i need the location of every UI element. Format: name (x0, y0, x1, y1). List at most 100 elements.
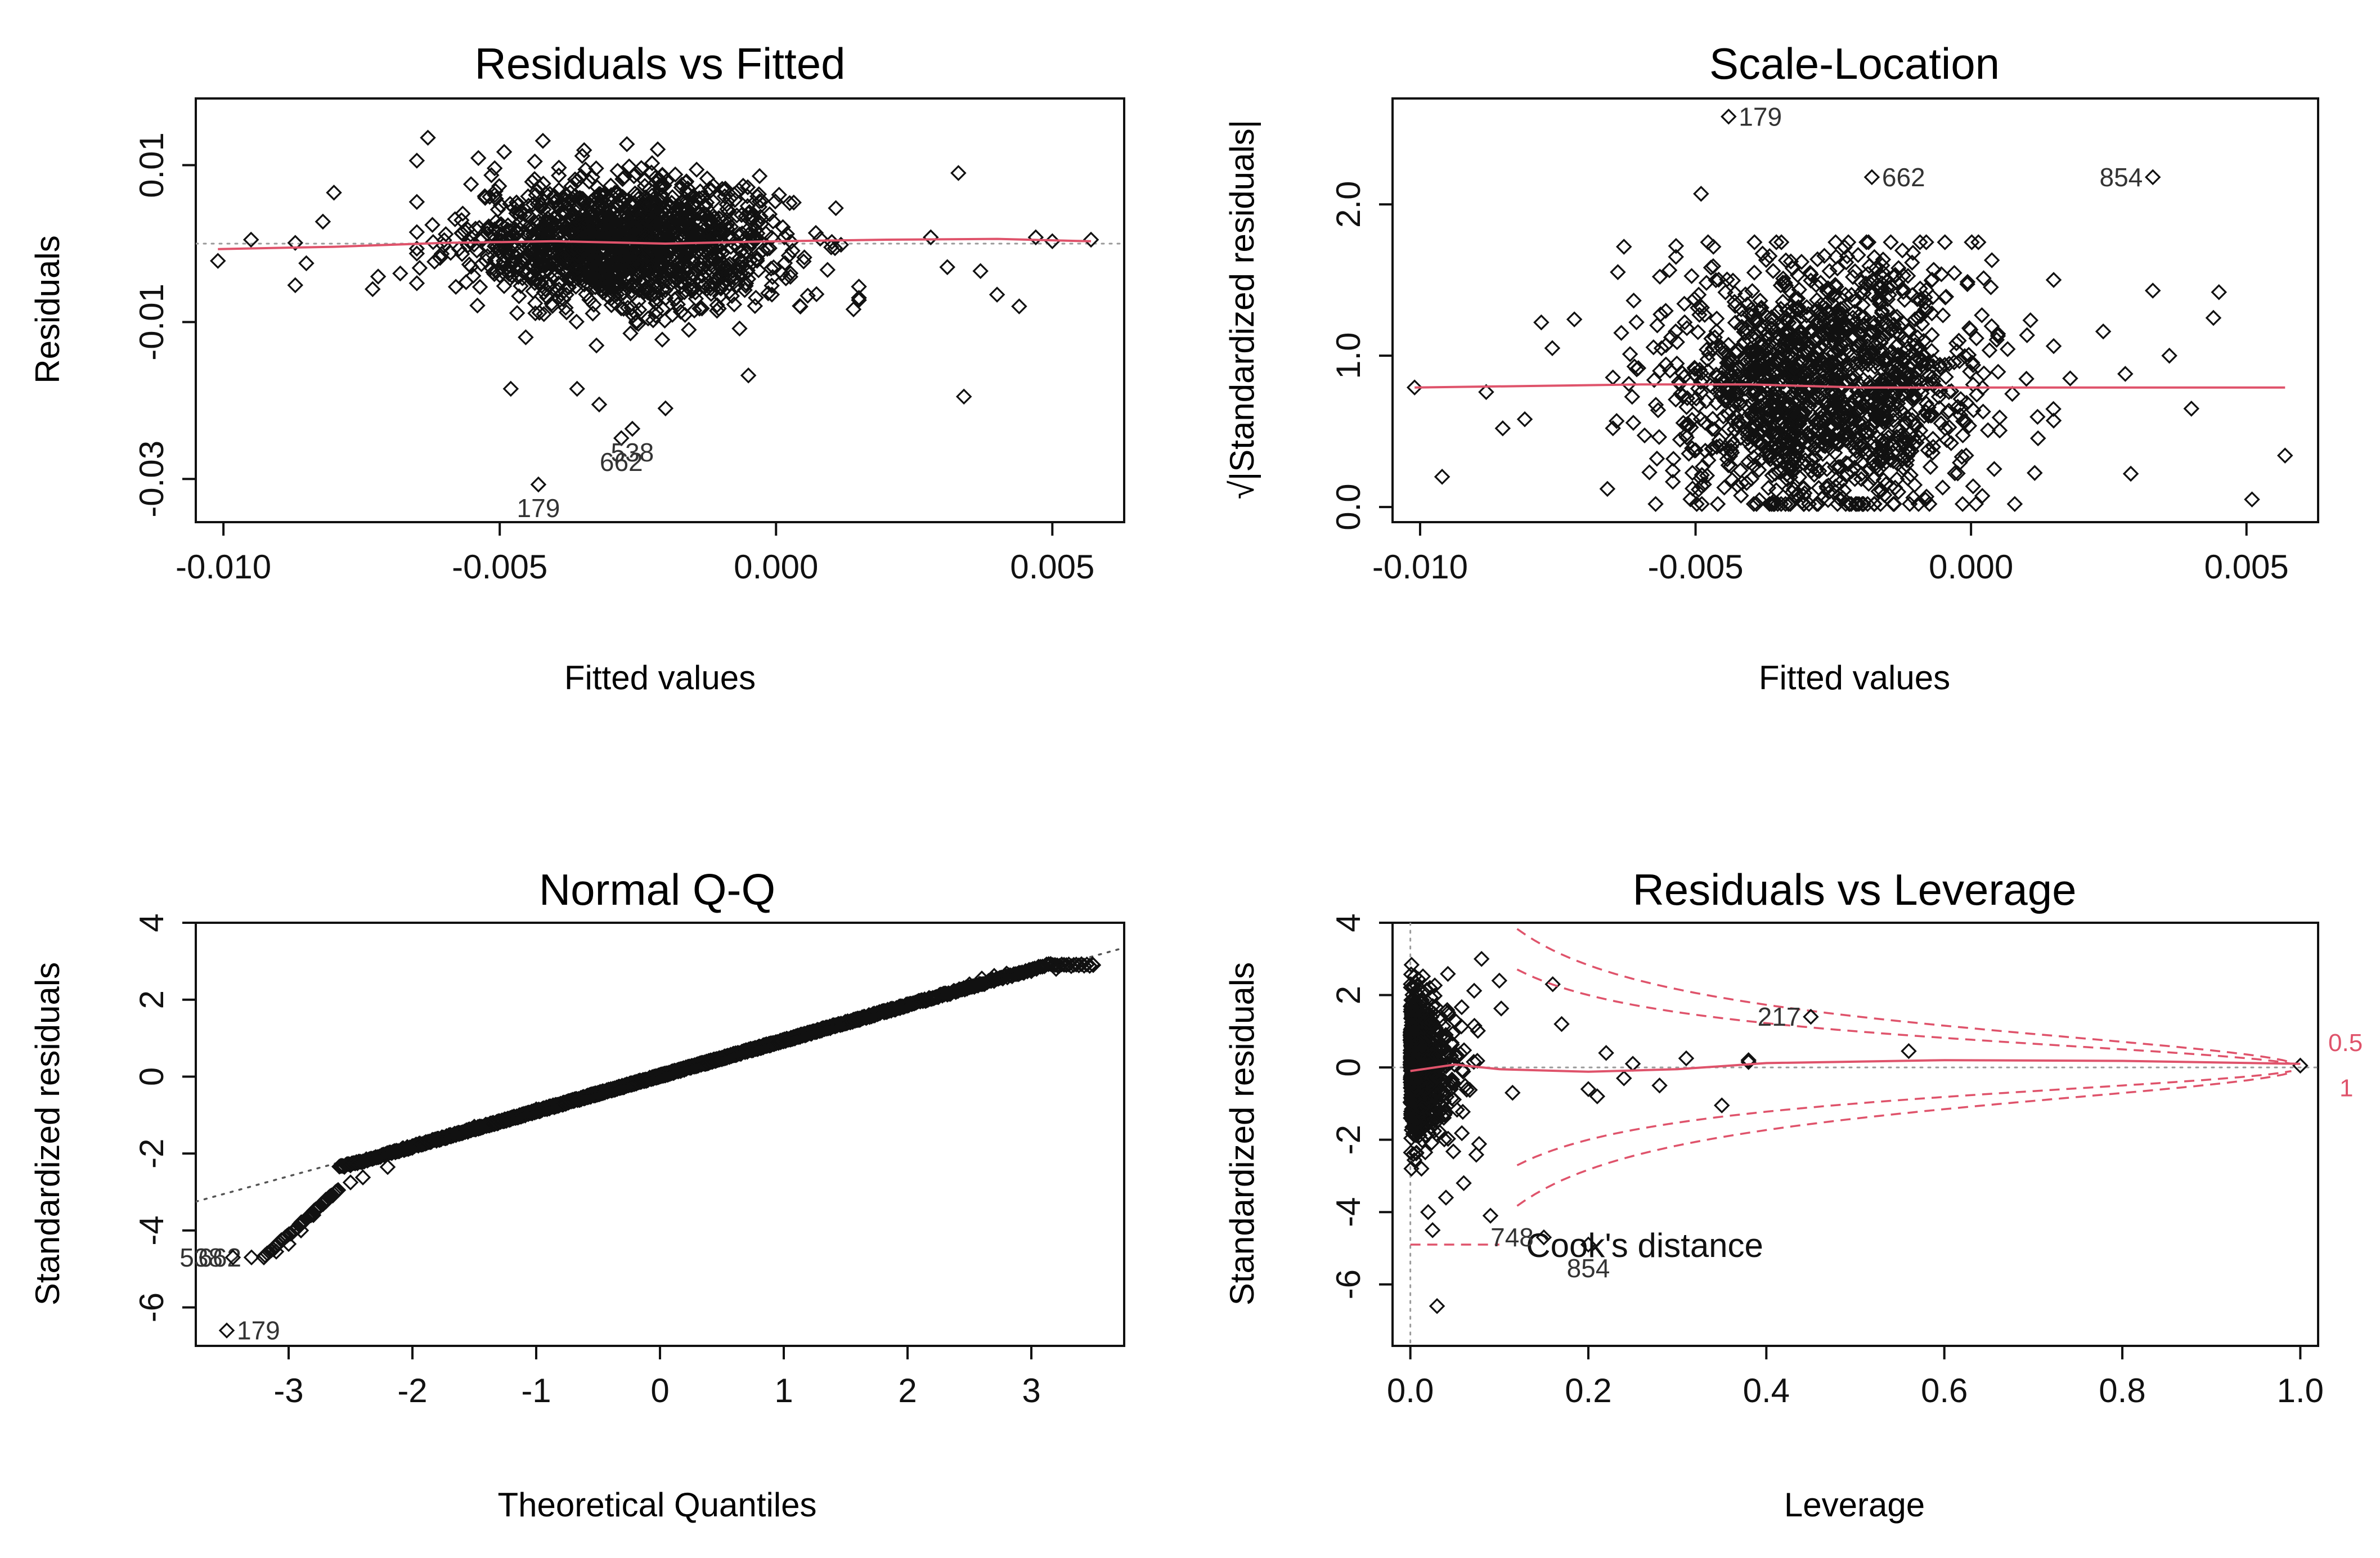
scatter-point (1874, 304, 1890, 321)
scatter-point (1746, 385, 1763, 402)
scatter-point (492, 267, 508, 284)
x-tick-label: 0 (650, 1372, 669, 1409)
scatter-point (1965, 376, 1982, 393)
scatter-point (606, 293, 622, 310)
scatter-point (1903, 406, 1920, 423)
scatter-point (812, 230, 829, 247)
scatter-point (1645, 339, 1662, 356)
scatter-point (558, 304, 575, 321)
scatter-point (1829, 352, 1845, 369)
scatter-point (1798, 428, 1815, 444)
scatter-point (704, 249, 721, 265)
scatter-point (531, 304, 547, 321)
scatter-point (686, 302, 703, 319)
scatter-point (1725, 272, 1741, 289)
scatter-point (668, 198, 685, 215)
scatter-point (1833, 300, 1849, 317)
scatter-point (715, 255, 731, 272)
scatter-point (1708, 323, 1725, 339)
scatter-point (502, 223, 519, 239)
outlier-point (740, 367, 757, 384)
scatter-point (471, 232, 488, 248)
scatter-point (1990, 326, 2006, 342)
outlier-point (973, 970, 990, 987)
scatter-point (1909, 291, 1926, 307)
scatter-point (611, 261, 628, 277)
scatter-point (1907, 311, 1923, 327)
scatter-point (481, 218, 497, 235)
outlier-point (2144, 282, 2161, 299)
scatter-point (1964, 234, 1980, 250)
scatter-point (1730, 478, 1746, 494)
scatter-point (453, 225, 470, 241)
x-tick-label: 1 (774, 1372, 793, 1409)
scatter-point (1454, 1103, 1471, 1120)
scatter-point (619, 299, 636, 316)
scatter-point (1856, 309, 1872, 325)
outlier-point (2122, 465, 2139, 482)
scatter-point (574, 147, 591, 164)
scatter-point (1628, 361, 1645, 378)
scatter-point (1784, 260, 1801, 277)
scatter-point (1761, 407, 1777, 423)
scatter-point (654, 274, 671, 290)
scatter-point (1737, 371, 1753, 388)
scatter-point (1730, 386, 1746, 402)
outlier-point (569, 380, 585, 397)
scatter-point (1885, 496, 1902, 512)
scatter-point (1764, 376, 1780, 393)
scatter-point (511, 288, 527, 304)
x-tick-label: -3 (273, 1372, 303, 1409)
scatter-point (1764, 467, 1780, 484)
scatter-point (2045, 338, 2062, 354)
scatter-point (573, 168, 590, 185)
scatter-point (1824, 312, 1840, 329)
scatter-point (1658, 356, 1674, 373)
scatter-point (1912, 308, 1929, 324)
scatter-point (513, 278, 529, 294)
scatter-point (2006, 496, 2023, 512)
y-tick-label: -2 (133, 1139, 170, 1169)
scatter-point (613, 247, 629, 264)
scatter-point (1820, 430, 1836, 446)
scatter-point (623, 283, 640, 299)
scatter-point (692, 183, 708, 200)
scatter-point (1938, 289, 1955, 305)
outlier-point (330, 1182, 347, 1198)
scatter-point (1890, 389, 1907, 405)
qq-point (1079, 956, 1095, 973)
scatter-point (591, 210, 608, 227)
scatter-point (712, 280, 729, 297)
scatter-point (694, 231, 711, 248)
scatter-point (1795, 455, 1812, 471)
outlier-point (961, 976, 978, 993)
scatter-point (579, 222, 596, 239)
scatter-point (1874, 411, 1890, 428)
scatter-point (667, 166, 684, 183)
scatter-point (631, 206, 648, 223)
plot-data-layer (196, 946, 1124, 1266)
scatter-point (600, 271, 617, 288)
scatter-point (1798, 307, 1815, 324)
scatter-point (693, 253, 709, 270)
scatter-point (1803, 272, 1819, 289)
scatter-point (504, 245, 521, 261)
scatter-point (740, 239, 757, 256)
scatter-point (1842, 369, 1859, 385)
scatter-point (628, 315, 644, 331)
scatter-point (1879, 302, 1896, 318)
outlier-point (989, 286, 1005, 303)
scatter-point (536, 306, 552, 322)
scatter-point (1653, 340, 1670, 357)
scatter-point (581, 291, 598, 308)
scatter-point (537, 281, 554, 298)
scatter-point (500, 243, 517, 260)
scatter-point (1920, 354, 1936, 371)
scatter-point (1864, 402, 1880, 419)
outlier-point (342, 1174, 359, 1191)
scatter-point (1991, 422, 2008, 439)
x-axis-label-resid-fitted: Fitted values (564, 659, 756, 697)
scatter-point (1608, 412, 1625, 429)
outlier-point (713, 1051, 730, 1067)
